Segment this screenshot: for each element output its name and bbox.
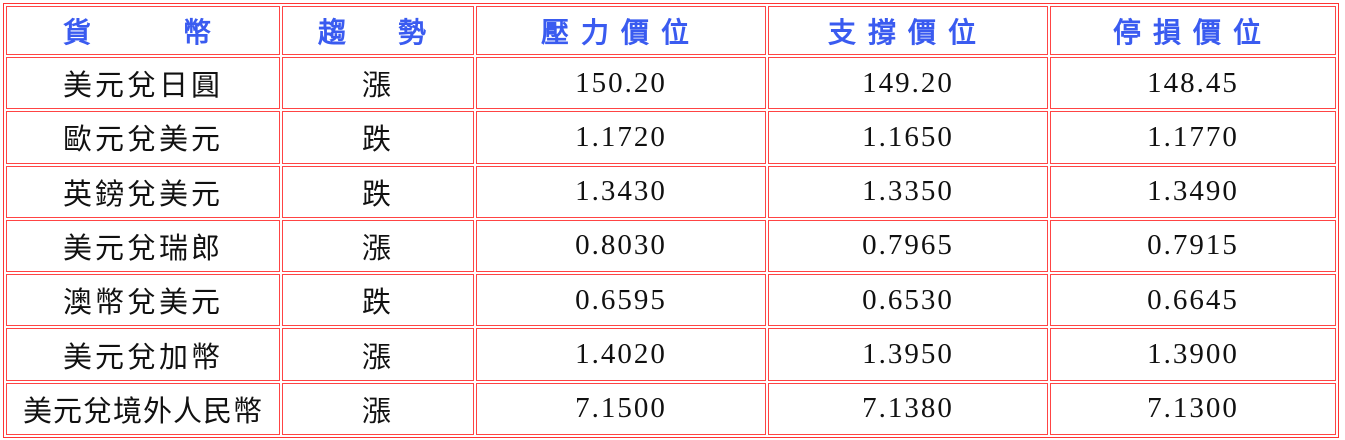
table-row: 美元兌加幣漲 1.4020 1.3950 1.3900 [6, 328, 1336, 381]
cell-currency: 澳幣兌美元 [6, 274, 280, 327]
cell-resistance: 1.3430 [476, 165, 766, 218]
cell-support: 0.7965 [768, 219, 1048, 273]
cell-support: 1.3350 [768, 165, 1048, 218]
cell-support: 0.6530 [768, 274, 1048, 327]
header-stop-loss: 停損價位 [1050, 6, 1336, 55]
cell-trend: 漲 [282, 328, 474, 381]
table-row: 美元兌境外人民幣漲 7.1500 7.1380 7.1300 [6, 382, 1336, 435]
cell-trend: 跌 [282, 165, 474, 218]
cell-stop-loss: 1.1770 [1050, 111, 1336, 164]
table-row: 澳幣兌美元跌 0.6595 0.6530 0.6645 [6, 274, 1336, 327]
cell-resistance: 0.6595 [476, 274, 766, 327]
cell-support: 1.3950 [768, 328, 1048, 381]
cell-stop-loss: 1.3900 [1050, 328, 1336, 381]
cell-stop-loss: 0.7915 [1050, 219, 1336, 273]
cell-trend: 跌 [282, 274, 474, 327]
cell-resistance: 150.20 [476, 57, 766, 110]
cell-currency: 英鎊兌美元 [6, 165, 280, 218]
cell-resistance: 7.1500 [476, 382, 766, 435]
cell-stop-loss: 7.1300 [1050, 382, 1336, 435]
cell-currency: 美元兌日圓 [6, 57, 280, 110]
cell-support: 1.1650 [768, 111, 1048, 164]
header-support: 支撐價位 [768, 6, 1048, 55]
cell-currency: 美元兌加幣 [6, 328, 280, 381]
table-row: 歐元兌美元跌 1.1720 1.1650 1.1770 [6, 111, 1336, 164]
cell-currency: 美元兌瑞郎 [6, 219, 280, 273]
cell-resistance: 1.1720 [476, 111, 766, 164]
header-trend: 趨 勢 [282, 6, 474, 55]
cell-support: 149.20 [768, 57, 1048, 110]
cell-trend: 跌 [282, 111, 474, 164]
cell-stop-loss: 1.3490 [1050, 165, 1336, 218]
header-resistance: 壓力價位 [476, 6, 766, 55]
cell-trend: 漲 [282, 57, 474, 110]
cell-stop-loss: 148.45 [1050, 57, 1336, 110]
cell-stop-loss: 0.6645 [1050, 274, 1336, 327]
header-row: 貨 幣 趨 勢 壓力價位 支撐價位 停損價位 [6, 6, 1336, 55]
cell-support: 7.1380 [768, 382, 1048, 435]
table-row: 美元兌日圓漲 150.20 149.20 148.45 [6, 57, 1336, 110]
cell-currency: 美元兌境外人民幣 [6, 382, 280, 435]
cell-trend: 漲 [282, 219, 474, 273]
header-currency: 貨 幣 [6, 6, 280, 55]
table-row: 美元兌瑞郎漲 0.8030 0.7965 0.7915 [6, 219, 1336, 273]
fx-levels-table: 貨 幣 趨 勢 壓力價位 支撐價位 停損價位 美元兌日圓漲 150.20 149.2… [3, 3, 1339, 438]
cell-currency: 歐元兌美元 [6, 111, 280, 164]
cell-resistance: 0.8030 [476, 219, 766, 273]
table-row: 英鎊兌美元跌 1.3430 1.3350 1.3490 [6, 165, 1336, 218]
cell-resistance: 1.4020 [476, 328, 766, 381]
cell-trend: 漲 [282, 382, 474, 435]
